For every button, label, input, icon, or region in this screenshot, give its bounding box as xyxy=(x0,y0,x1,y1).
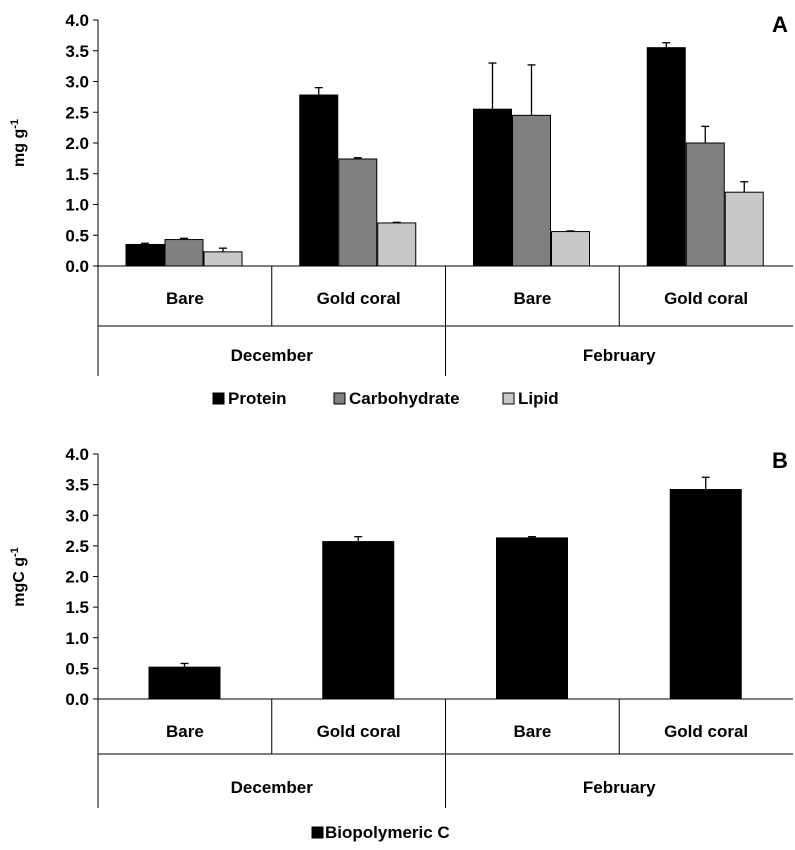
y-tick-label: 1.0 xyxy=(65,629,89,648)
y-axis-label-superscript: -1 xyxy=(9,547,21,557)
y-axis-label-text: mgC g xyxy=(11,557,28,607)
y-tick-label: 2.5 xyxy=(65,537,89,556)
bar-biopolymeric-c xyxy=(322,541,395,700)
y-tick-label: 3.0 xyxy=(65,506,89,525)
bar-protein xyxy=(125,243,165,267)
x-group-label: February xyxy=(583,346,656,365)
y-tick-label: 3.5 xyxy=(65,476,89,495)
y-tick-label: 4.0 xyxy=(65,445,89,464)
bar-carbohydrate xyxy=(685,142,725,267)
legend-label: Lipid xyxy=(518,389,559,408)
y-axis-label-superscript: -1 xyxy=(9,119,21,129)
y-tick-label: 1.5 xyxy=(65,598,89,617)
bar-carbohydrate xyxy=(338,158,378,267)
legend: Biopolymeric C xyxy=(311,823,450,842)
x-category-label: Gold coral xyxy=(664,289,748,308)
y-axis-label-text: mg g xyxy=(11,129,28,167)
legend-swatch xyxy=(212,392,225,405)
x-group-label: December xyxy=(231,778,314,797)
y-tick-label: 2.0 xyxy=(65,568,89,587)
y-tick-label: 3.5 xyxy=(65,42,89,61)
y-tick-label: 1.0 xyxy=(65,196,89,215)
y-axis-label: mgC g-1 xyxy=(9,547,28,607)
bar-lipid xyxy=(724,191,764,267)
panel-label: A xyxy=(772,12,788,37)
bar-biopolymeric-c xyxy=(148,666,221,700)
y-tick-label: 3.0 xyxy=(65,73,89,92)
y-tick-label: 0.5 xyxy=(65,659,89,678)
bar-lipid xyxy=(203,251,243,267)
x-group-label: December xyxy=(231,346,314,365)
x-category-label: Gold coral xyxy=(317,722,401,741)
x-category-label: Bare xyxy=(166,722,204,741)
y-axis-label: mg g-1 xyxy=(9,119,28,167)
legend-swatch xyxy=(311,826,324,839)
bar-biopolymeric-c xyxy=(669,489,742,700)
legend-label: Biopolymeric C xyxy=(325,823,450,842)
bar-carbohydrate xyxy=(164,239,204,267)
y-tick-label: 0.0 xyxy=(65,690,89,709)
y-tick-label: 2.0 xyxy=(65,134,89,153)
legend-swatch xyxy=(333,392,346,405)
y-tick-label: 0.0 xyxy=(65,257,89,276)
x-group-label: February xyxy=(583,778,656,797)
bar-biopolymeric-c xyxy=(496,537,568,700)
panel-label: B xyxy=(772,448,788,473)
bar-carbohydrate xyxy=(512,114,551,267)
x-category-label: Gold coral xyxy=(317,289,401,308)
legend-swatch xyxy=(502,392,515,405)
x-category-label: Bare xyxy=(513,289,551,308)
chart-panel-a: 0.0 0.5 1.0 1.5 2.0 2.5 3.0 3.5 4.0 mg g-1 A Bare Go… xyxy=(9,11,793,408)
bar-protein xyxy=(299,94,339,267)
x-category-label: Bare xyxy=(166,289,204,308)
y-tick-label: 1.5 xyxy=(65,165,89,184)
x-category-label: Bare xyxy=(513,722,551,741)
y-tick-label: 2.5 xyxy=(65,103,89,122)
y-tick-label: 4.0 xyxy=(65,11,89,30)
legend-label: Protein xyxy=(228,389,287,408)
chart-panel-b: 0.0 0.5 1.0 1.5 2.0 2.5 3.0 3.5 4.0 mgC g-1 B Bare G… xyxy=(9,445,793,842)
y-tick-label: 0.5 xyxy=(65,226,89,245)
bar-lipid xyxy=(377,222,417,267)
bar-lipid xyxy=(551,231,590,267)
legend-label: Carbohydrate xyxy=(349,389,460,408)
bar-protein xyxy=(646,47,686,267)
legend: Protein Carbohydrate Lipid xyxy=(212,389,559,408)
bar-protein xyxy=(473,108,512,267)
x-category-label: Gold coral xyxy=(664,722,748,741)
